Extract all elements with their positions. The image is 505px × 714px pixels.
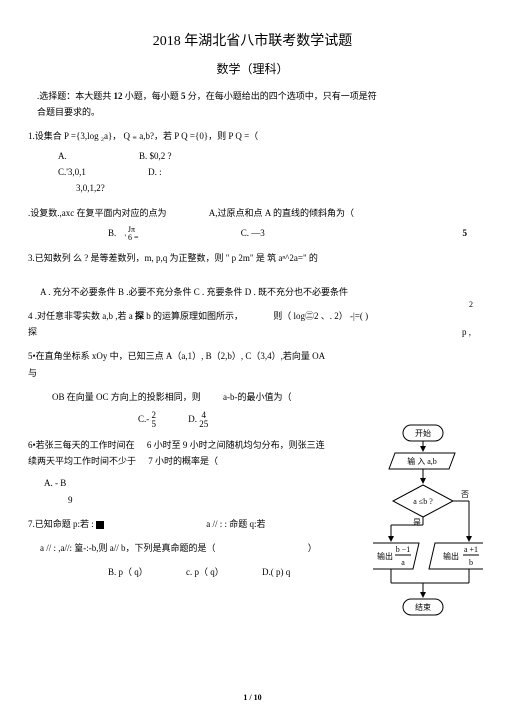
q1-options: A. B. $0,2 ? C.'3,0,1 D. : 3,0,1,2? [58, 148, 477, 197]
q5-line2a: OB 在向量 OC 方向上的投影相同，则 [52, 392, 201, 402]
q7-r2: ） [308, 543, 317, 553]
flow-cond: a ≤b ? [413, 497, 433, 506]
q4-op: 探 [135, 311, 144, 321]
q5-line2b: a-b-的最小值为（ [223, 392, 292, 402]
question-6: 6•若张三每天的工作时间在 6 小时至 9 小时之间随机均匀分布，则张三连 续两… [28, 437, 328, 508]
page-title: 2018 年湖北省八市联考数学试题 [28, 30, 477, 50]
q1-opt-c: C.'3,0,1 [58, 164, 86, 180]
q7-opt-d: D.( p) q [262, 567, 290, 577]
q7-l2: a // : ,a//: 篁-:-b,则 a// b，下列是真命题的是（ [40, 543, 215, 553]
q1-stem: 1.设集合 P ={3,log ₂a}， Q ₌ a,b?，若 P Q ={0}… [28, 128, 477, 144]
page-number: 1 / 10 [0, 693, 505, 702]
q6-a-expr: 9 [68, 495, 73, 505]
q1-extra: 3,0,1,2? [76, 180, 105, 196]
q4-sub: 探 [28, 327, 37, 337]
q2-b-den: ' 6 = [125, 234, 139, 242]
q2-opt-b: B. [108, 225, 116, 241]
intro-bold-1: 12 [114, 91, 123, 101]
q3-stem: 3.已知数列 么 ? 是等差数列，m, p,q 为正整数，则 " p 2m" 是… [28, 250, 477, 266]
section-intro: .选择题：本大题共 12 小题，每小题 5 分，在每小题给出的四个选项中，只有一… [28, 89, 477, 103]
q7-r1: a // : : 命题 q:若 [206, 519, 265, 529]
flowchart: 开始 输 入 a,b a ≤b ? 否 是 输出 b −1 a 输出 a +1 … [373, 423, 483, 631]
q1-opt-a: A. [58, 148, 67, 164]
q2-opt-c: C. —3 [241, 225, 265, 241]
q6-l2b: 7 小时的概率是（ [148, 456, 218, 466]
q4-stem-c: b 的运算原理如图所示， [146, 311, 243, 321]
flowchart-svg: 开始 输 入 a,b a ≤b ? 否 是 输出 b −1 a 输出 a +1 … [373, 423, 483, 631]
flow-no: 否 [461, 490, 469, 499]
q1-opt-d: D. : [148, 164, 162, 180]
flow-out-right-lbl: 输出 [443, 551, 459, 561]
flow-out-left-top: b −1 [396, 545, 411, 554]
question-5: 5•在直角坐标系 xOy 中，已知三点 A（a,1）, B（2,b）, C（3,… [28, 348, 328, 429]
intro-text: .选择题：本大题共 [37, 91, 111, 101]
q6-opt-a: A. - B [44, 478, 66, 488]
intro-text: 分，在每小题给出的四个选项中，只有一项是符 [188, 91, 377, 101]
intro-text: 小题，每小题 [125, 91, 179, 101]
q5-c-den: 5 [152, 420, 157, 429]
black-square-icon [96, 521, 104, 529]
q7-opt-c: c. p（ q） [186, 567, 224, 577]
q6-l2a: 续两天平均工作时间不少于 [28, 456, 136, 466]
flow-out-right-top: a +1 [464, 545, 478, 554]
q4-sup: 2 [469, 298, 473, 312]
flow-input: 输 入 a,b [407, 456, 437, 466]
q3-options: A . 充分不必要条件 B .必要不充分条件 C . 充要条件 D . 既不充分… [40, 284, 477, 300]
page-subtitle: 数学（理科） [28, 60, 477, 77]
intro-bold-2: 5 [181, 91, 186, 101]
flow-out-left-bot: a [401, 558, 405, 567]
q1-opt-b: B. $0,2 ? [139, 148, 172, 164]
q5-opt-c: C.- [138, 414, 149, 424]
flow-end: 结束 [415, 602, 431, 612]
question-4: 2 4 .对任意非零实数 a,b ,若 a 探 b 的运算原理如图所示， 则（ … [28, 308, 477, 340]
q6-l1b: 6 小时至 9 小时之间随机均匀分布，则张三连 [147, 440, 325, 450]
q4-right: 则（ log㊁2 、. 2） -|=( ) [273, 311, 368, 321]
flow-yes: 是 [413, 518, 421, 527]
question-1: 1.设集合 P ={3,log ₂a}， Q ₌ a,b?，若 P Q ={0}… [28, 128, 477, 197]
q2-end: 5 [463, 225, 468, 241]
q2-stem-left: .设复数.,axc 在复平面内对应的点为 [28, 208, 167, 218]
q4-stem-a: 4 .对任意非零实数 a,b ,若 a [28, 311, 133, 321]
flow-out-right-bot: b [469, 558, 473, 567]
q5-d-den: 25 [199, 420, 208, 429]
q7-opt-b: B. p（ q） [108, 567, 148, 577]
q5-opt-d: D. [188, 414, 197, 424]
flow-start: 开始 [415, 428, 431, 438]
q4-rr: p , [462, 324, 471, 340]
question-2: .设复数.,axc 在复平面内对应的点为 A,过原点和点 A 的直线的倾斜角为（… [28, 205, 477, 242]
q5-line1: 5•在直角坐标系 xOy 中，已知三点 A（a,1）, B（2,b）, C（3,… [28, 348, 328, 380]
flow-out-left-lbl: 输出 [377, 551, 393, 561]
q7-l1: 7.已知命题 p:若 : [28, 519, 96, 529]
intro-line2: 合题目要求的。 [37, 105, 477, 119]
q2-stem-right: A,过原点和点 A 的直线的倾斜角为（ [209, 208, 354, 218]
q6-l1a: 6•若张三每天的工作时间在 [28, 440, 135, 450]
question-3: 3.已知数列 么 ? 是等差数列，m, p,q 为正整数，则 " p 2m" 是… [28, 250, 477, 300]
